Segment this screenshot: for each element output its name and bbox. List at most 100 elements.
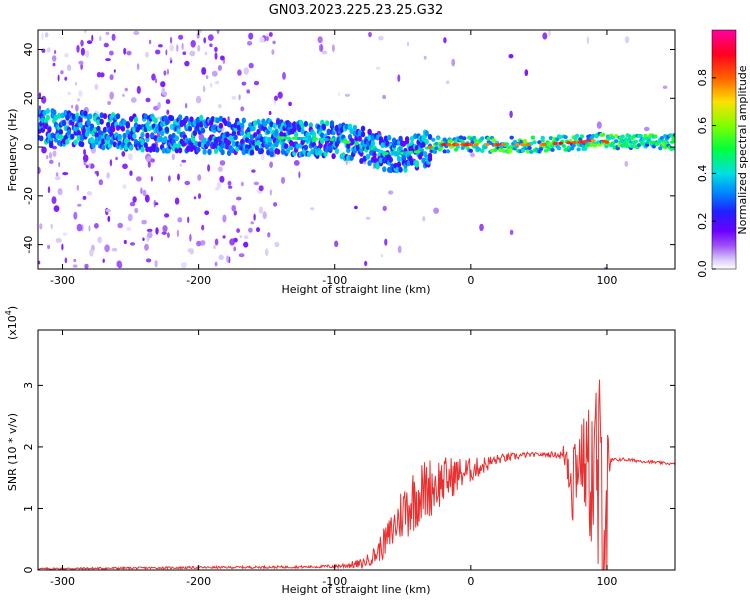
spectrogram-noise-blob: [344, 93, 350, 97]
spectrogram-band-cell: [404, 136, 410, 143]
spectrogram-band-cell: [137, 124, 142, 131]
snr-scale-label: (x104): [4, 306, 19, 340]
spectrogram-noise-blob: [154, 260, 158, 268]
spectrogram-band-cell: [60, 112, 65, 119]
spectrogram-band-cell: [151, 146, 157, 153]
spectrogram-noise-blob: [243, 235, 249, 240]
spectrogram-marks: [38, 30, 675, 269]
spectrogram-band-cell: [625, 144, 630, 149]
spectrogram-noise-blob: [82, 195, 87, 200]
spectrogram-band-cell: [387, 134, 392, 141]
spectrogram-noise-blob: [85, 164, 89, 169]
spectrogram-noise-blob: [41, 146, 47, 154]
spectrogram-noise-blob: [222, 214, 227, 223]
spectrogram-band-cell: [280, 148, 286, 155]
spectrogram-noise-blob: [238, 253, 245, 258]
spectrogram-noise-blob: [433, 207, 439, 214]
spectrogram-band-cell: [155, 146, 160, 153]
spectrogram-noise-blob: [445, 80, 450, 85]
spectrogram-band-cell: [480, 136, 485, 141]
spectrogram-noise-blob: [74, 81, 78, 86]
spectrogram-noise-blob: [267, 232, 271, 238]
spectrogram-noise-blob: [109, 159, 113, 167]
spectrogram-band-cell: [473, 138, 478, 143]
spectrogram-noise-blob: [624, 160, 629, 167]
spectrogram-band-cell: [396, 161, 402, 168]
spectrogram-band-cell: [110, 126, 116, 133]
spectrogram-noise-blob: [163, 91, 168, 97]
spectrogram-noise-blob: [73, 258, 77, 263]
spectrogram-hot-cell: [495, 143, 501, 147]
spectrogram-band-cell: [331, 153, 336, 160]
spectrogram-noise-blob: [202, 85, 206, 93]
spectrogram-hot-cell: [541, 142, 547, 146]
spectrogram-noise-blob: [253, 181, 259, 186]
spectrogram-band-cell: [199, 114, 204, 121]
spectrogram-band-cell: [501, 148, 506, 153]
spectrogram-noise-blob: [195, 95, 202, 104]
spectrogram-band-cell: [383, 135, 389, 142]
spectrogram-noise-blob: [129, 170, 133, 176]
spectrogram-noise-blob: [193, 196, 197, 200]
spectrogram-band-cell: [45, 108, 50, 114]
spectrogram-band-cell: [197, 141, 202, 148]
spectrogram-noise-blob: [268, 32, 273, 37]
spectrogram-band-cell: [106, 134, 111, 141]
spectrogram-band-cell: [256, 139, 261, 146]
spectrogram-band-cell: [623, 137, 629, 142]
spectrogram-noise-blob: [217, 104, 222, 109]
spectrogram-noise-blob: [332, 44, 335, 53]
spectrogram-noise-blob: [54, 176, 61, 181]
spectrogram-band-cell: [540, 138, 545, 143]
spectrogram-y-tick-label: -40: [22, 236, 35, 254]
spectrogram-band-cell: [395, 167, 400, 174]
spectrogram-band-cell: [424, 138, 429, 145]
spectrogram-noise-blob: [241, 81, 247, 86]
spectrogram-band-cell: [71, 113, 77, 120]
spectrogram-noise-blob: [247, 41, 253, 46]
spectrogram-band-cell: [346, 147, 351, 154]
spectrogram-noise-blob: [258, 206, 264, 214]
spectrogram-noise-blob: [203, 37, 206, 44]
spectrogram-band-cell: [212, 143, 217, 150]
spectrogram-band-cell: [424, 130, 429, 137]
spectrogram-band-cell: [223, 120, 228, 127]
spectrogram-band-cell: [184, 115, 189, 122]
snr-scale-suffix: ): [6, 306, 19, 310]
spectrogram-hot-cell: [392, 152, 398, 156]
spectrogram-noise-blob: [80, 47, 85, 56]
spectrogram-noise-blob: [38, 105, 42, 110]
spectrogram-y-tick-label: -20: [22, 187, 35, 205]
spectrogram-noise-blob: [106, 172, 110, 179]
spectrogram-noise-blob: [509, 229, 514, 235]
spectrogram-band-cell: [359, 147, 364, 153]
spectrogram-noise-blob: [220, 55, 225, 61]
spectrogram-noise-blob: [338, 92, 340, 96]
spectrogram-noise-blob: [189, 248, 195, 255]
spectrogram-band-cell: [574, 133, 580, 138]
spectrogram-noise-blob: [209, 43, 213, 47]
spectrogram-x-ticks: -300 -200 -100 0 100: [50, 30, 617, 287]
spectrogram-noise-blob: [586, 36, 590, 44]
spectrogram-band-cell: [78, 117, 83, 124]
spectrogram-band-cell: [344, 123, 349, 130]
spectrogram-band-cell: [132, 133, 137, 140]
spectrogram-band-cell: [369, 149, 374, 156]
spectrogram-noise-blob: [288, 101, 292, 107]
spectrogram-band-cell: [427, 155, 433, 162]
spectrogram-noise-blob: [169, 44, 175, 52]
spectrogram-noise-blob: [148, 39, 152, 45]
spectrogram-noise-blob: [422, 216, 426, 222]
spectrogram-band-cell: [360, 125, 366, 132]
spectrogram-noise-blob: [38, 260, 41, 265]
spectrogram-noise-blob: [222, 235, 226, 239]
spectrogram-noise-blob: [89, 248, 94, 257]
spectrogram-noise-blob: [662, 85, 668, 89]
spectrogram-band-cell: [163, 136, 168, 142]
spectrogram-band-cell: [409, 135, 415, 142]
spectrogram-band-cell: [140, 146, 145, 153]
spectrogram-noise-blob: [470, 152, 475, 158]
spectrogram-noise-blob: [181, 262, 187, 269]
spectrogram-noise-blob: [320, 44, 323, 52]
spectrogram-band-cell: [583, 146, 588, 151]
